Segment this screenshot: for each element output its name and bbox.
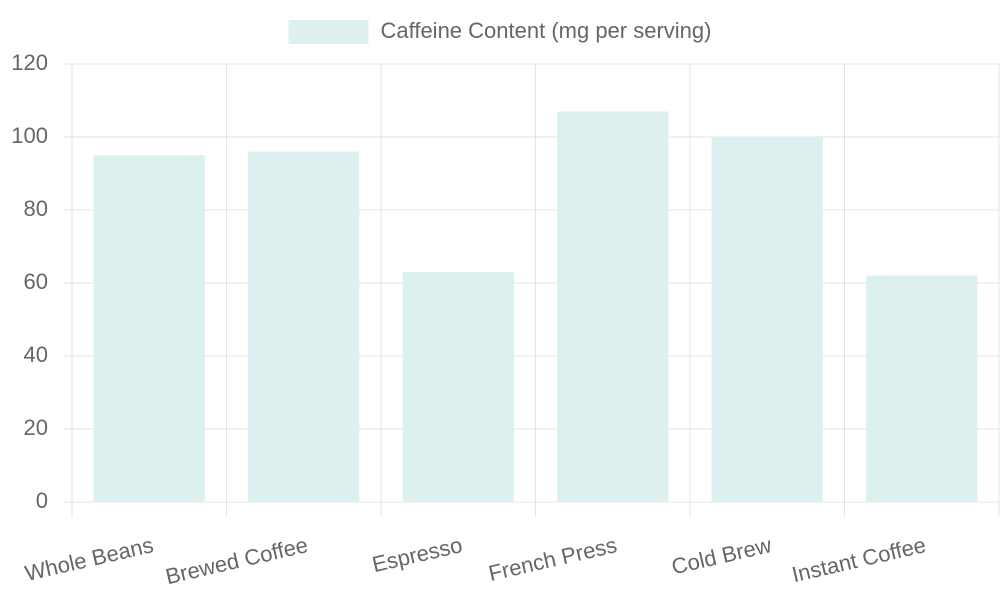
y-tick-label: 20	[24, 415, 48, 440]
y-tick-label: 120	[11, 50, 48, 75]
x-tick-label: Cold Brew	[669, 532, 774, 579]
x-tick-label: Whole Beans	[23, 532, 156, 586]
y-tick-label: 100	[11, 123, 48, 148]
x-tick-label: Instant Coffee	[789, 532, 928, 587]
bar	[711, 137, 823, 502]
bar	[866, 275, 978, 502]
x-tick-label: French Press	[486, 532, 619, 586]
bar	[402, 272, 514, 502]
bar	[93, 155, 205, 502]
y-tick-label: 80	[24, 196, 48, 221]
bar	[557, 111, 669, 502]
x-tick-label: Brewed Coffee	[163, 532, 310, 589]
legend-label: Caffeine Content (mg per serving)	[381, 18, 712, 43]
y-tick-label: 60	[24, 269, 48, 294]
legend-swatch	[288, 20, 369, 44]
y-tick-label: 40	[24, 342, 48, 367]
x-tick-label: Espresso	[370, 532, 465, 577]
y-tick-label: 0	[36, 488, 48, 513]
bar	[248, 151, 360, 502]
